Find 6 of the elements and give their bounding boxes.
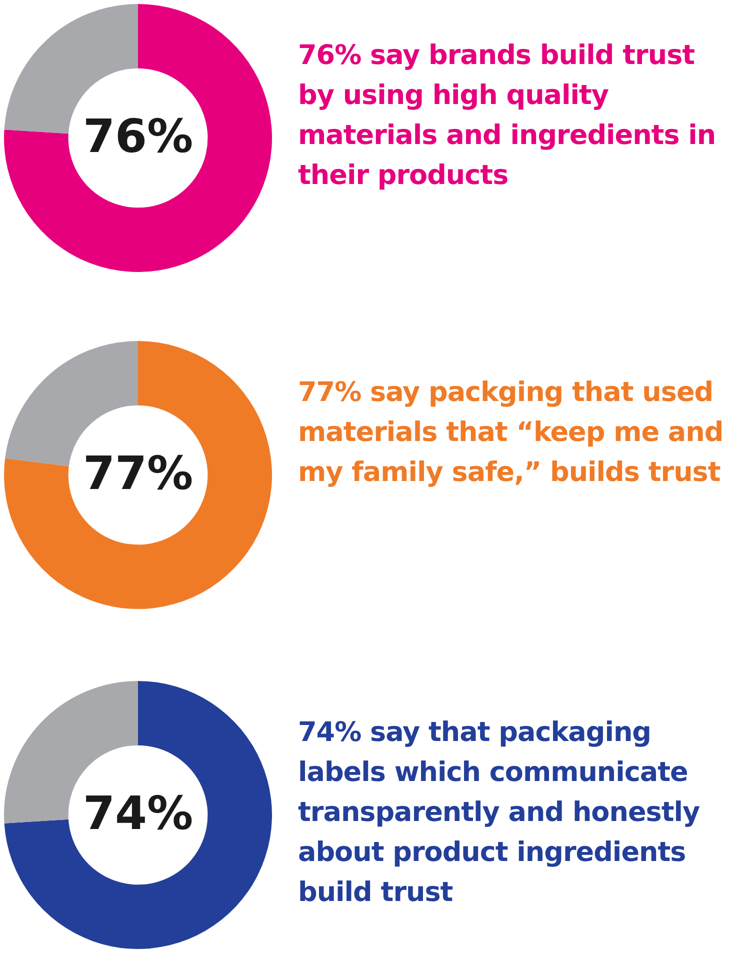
data-label: 76% (82, 108, 194, 163)
text: 74% say that packaging labels which communicate transparently and honestly about product ingredients build trust (298, 716, 701, 910)
data-label: 77% (82, 446, 194, 500)
data-label: 74% (82, 786, 194, 840)
text: 76% say brands build trust by using high quality materials and ingredients in their products (298, 39, 717, 193)
text: 77% say packging that used materials that “keep me and my family safe,” builds trust (298, 376, 724, 490)
